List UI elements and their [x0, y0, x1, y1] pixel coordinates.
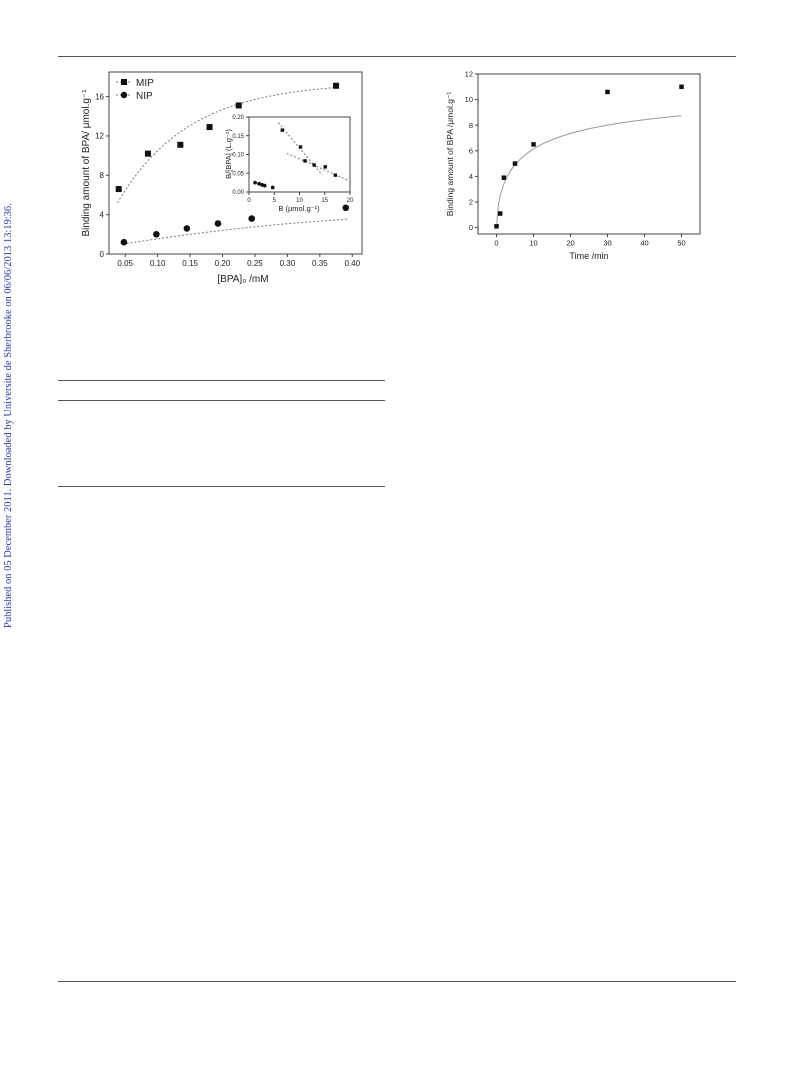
y-tick-label: 8: [100, 171, 105, 180]
inset-point-series-1: [257, 181, 261, 186]
legend-marker-nip: [120, 91, 128, 99]
inset-chart: 0 5 10 15 20 0.00 0.05 0.10 0.15 0.20 B (μmol.g⁻¹…: [224, 115, 354, 213]
inset-point-series-0: [323, 165, 327, 169]
y-tick-label: 0: [469, 223, 473, 232]
inset-x-tick-label: 20: [347, 198, 354, 204]
kinetics-chart: 0 10 20 30 40 50 0 2 4 6 8 10 12 Time /min Binding a…: [445, 70, 701, 261]
table-rule-top: [58, 380, 385, 381]
point-series-1: [248, 215, 256, 222]
inset-x-tick-label: 0: [247, 198, 251, 204]
x-tick-label: 30: [603, 239, 611, 248]
table-rule-bottom: [58, 486, 385, 487]
x-tick-label: 50: [677, 239, 685, 248]
x-tick-label: 0.20: [215, 259, 231, 268]
x-tick-label: 20: [566, 239, 574, 248]
download-notice-text: Published on 05 December 2011. Downloade…: [3, 203, 14, 628]
x-tick-label: 0: [494, 239, 498, 248]
x-tick-label: 0.05: [117, 259, 133, 268]
point-series-1: [120, 238, 128, 246]
point-series-1: [153, 231, 160, 238]
footer-rule: [58, 981, 736, 982]
x-axis-label: [BPA]₀ /mM: [217, 274, 268, 285]
inset-point-series-0: [333, 173, 338, 177]
inset-frame: [248, 116, 351, 193]
isotherm-chart: 0.05 0.10 0.15 0.20 0.25 0.30 0.35 0.400481216 …: [81, 71, 363, 285]
inset-y-tick-label: 0.15: [232, 134, 244, 140]
inset-point-series-0: [303, 159, 307, 163]
point-series-0: [497, 211, 503, 216]
point-series-0: [494, 224, 499, 229]
header-rule: [58, 56, 736, 57]
inset-y-tick-label: 0.00: [232, 190, 244, 196]
point-series-0: [605, 89, 610, 95]
legend-label-nip: NIP: [136, 91, 153, 102]
point-series-0: [115, 186, 122, 193]
inset-x-axis-label: B (μmol.g⁻¹): [278, 204, 320, 213]
x-tick-label: 0.40: [344, 259, 360, 268]
table-rule-header: [58, 400, 385, 401]
inset-point-series-0: [298, 145, 303, 149]
y-tick-label: 2: [469, 198, 473, 207]
legend: MIP NIP: [116, 78, 154, 102]
x-tick-label: 0.30: [280, 259, 296, 268]
y-tick-label: 4: [100, 210, 105, 219]
point-series-0: [144, 150, 151, 157]
inset-y-tick-label: 0.10: [232, 153, 244, 159]
x-tick-label: 0.10: [150, 259, 166, 268]
inset-point-series-0: [280, 128, 285, 132]
x-tick-label: 10: [529, 239, 537, 248]
y-axis-label: Binding amount of BPA/ μmol.g⁻¹: [81, 89, 92, 237]
y-tick-label: 10: [465, 95, 473, 104]
inset-y-axis-label: B/[BPA] (L.g⁻¹): [224, 129, 233, 179]
point-series-0: [235, 102, 242, 109]
y-tick-label: 0: [100, 250, 105, 259]
point-series-0: [206, 124, 213, 131]
x-tick-label: 40: [640, 239, 648, 248]
point-series-0: [177, 141, 184, 148]
y-tick-label: 12: [95, 132, 104, 141]
point-series-0: [333, 82, 340, 89]
point-series-1: [183, 225, 191, 232]
download-notice: Published on 05 December 2011. Downloade…: [3, 203, 23, 1068]
point-series-1: [214, 220, 222, 227]
inset-point-series-1: [262, 183, 267, 188]
x-axis-label: Time /min: [569, 251, 608, 261]
legend-marker-mip: [121, 79, 127, 85]
point-series-1: [342, 204, 350, 212]
inset-x-tick-label: 10: [296, 198, 303, 204]
point-series-0: [501, 175, 507, 180]
fit-curve-nip: [122, 218, 348, 245]
plot-frame: [108, 71, 363, 255]
inset-point-series-0: [312, 163, 316, 167]
inset-y-tick-label: 0.05: [232, 171, 244, 177]
point-series-0: [512, 161, 518, 166]
x-tick-label: 0.25: [247, 259, 263, 268]
x-tick-label: 0.35: [312, 259, 328, 268]
fit-curve: [496, 115, 682, 228]
inset-y-tick-label: 0.20: [232, 115, 244, 121]
plot-frame: [477, 73, 701, 235]
fit-curve-mip: [116, 86, 339, 204]
inset-fit-line-shallow: [286, 152, 348, 181]
inset-point-series-1: [270, 185, 275, 190]
y-axis-label: Binding amount of BPA /μmol.g⁻¹: [445, 92, 455, 217]
y-tick-label: 6: [469, 146, 473, 155]
y-tick-label: 16: [95, 92, 104, 101]
y-tick-label: 12: [465, 70, 473, 79]
point-series-0: [531, 142, 536, 147]
y-tick-label: 8: [469, 121, 473, 130]
x-tick-label: 0.15: [182, 259, 198, 268]
inset-x-tick-label: 5: [273, 198, 277, 204]
point-series-0: [679, 84, 684, 90]
inset-point-series-1: [253, 180, 257, 185]
inset-x-tick-label: 15: [321, 198, 328, 204]
legend-label-mip: MIP: [136, 78, 154, 89]
y-tick-label: 4: [469, 172, 473, 181]
